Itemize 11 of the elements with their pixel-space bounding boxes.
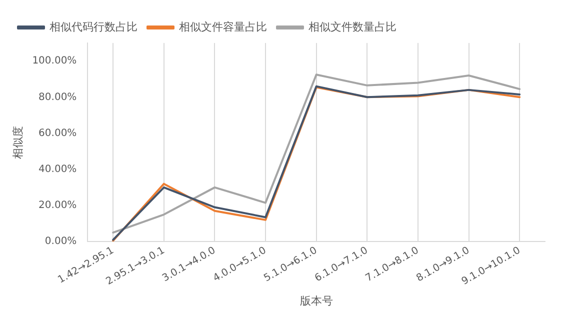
y-axis-title: 相似度	[11, 126, 24, 159]
legend-label: 相似文件容量占比	[179, 20, 267, 34]
legend-label: 相似代码行数占比	[50, 20, 138, 34]
y-tick-label: 80.00%	[38, 92, 77, 103]
y-tick-label: 40.00%	[38, 164, 77, 175]
y-tick-label: 60.00%	[38, 128, 77, 139]
y-tick-label: 0.00%	[44, 236, 77, 248]
legend-label: 相似文件数量占比	[308, 20, 396, 34]
y-tick-label: 100.00%	[32, 56, 77, 67]
y-tick-label: 20.00%	[38, 200, 77, 212]
x-axis-title: 版本号	[300, 294, 333, 308]
